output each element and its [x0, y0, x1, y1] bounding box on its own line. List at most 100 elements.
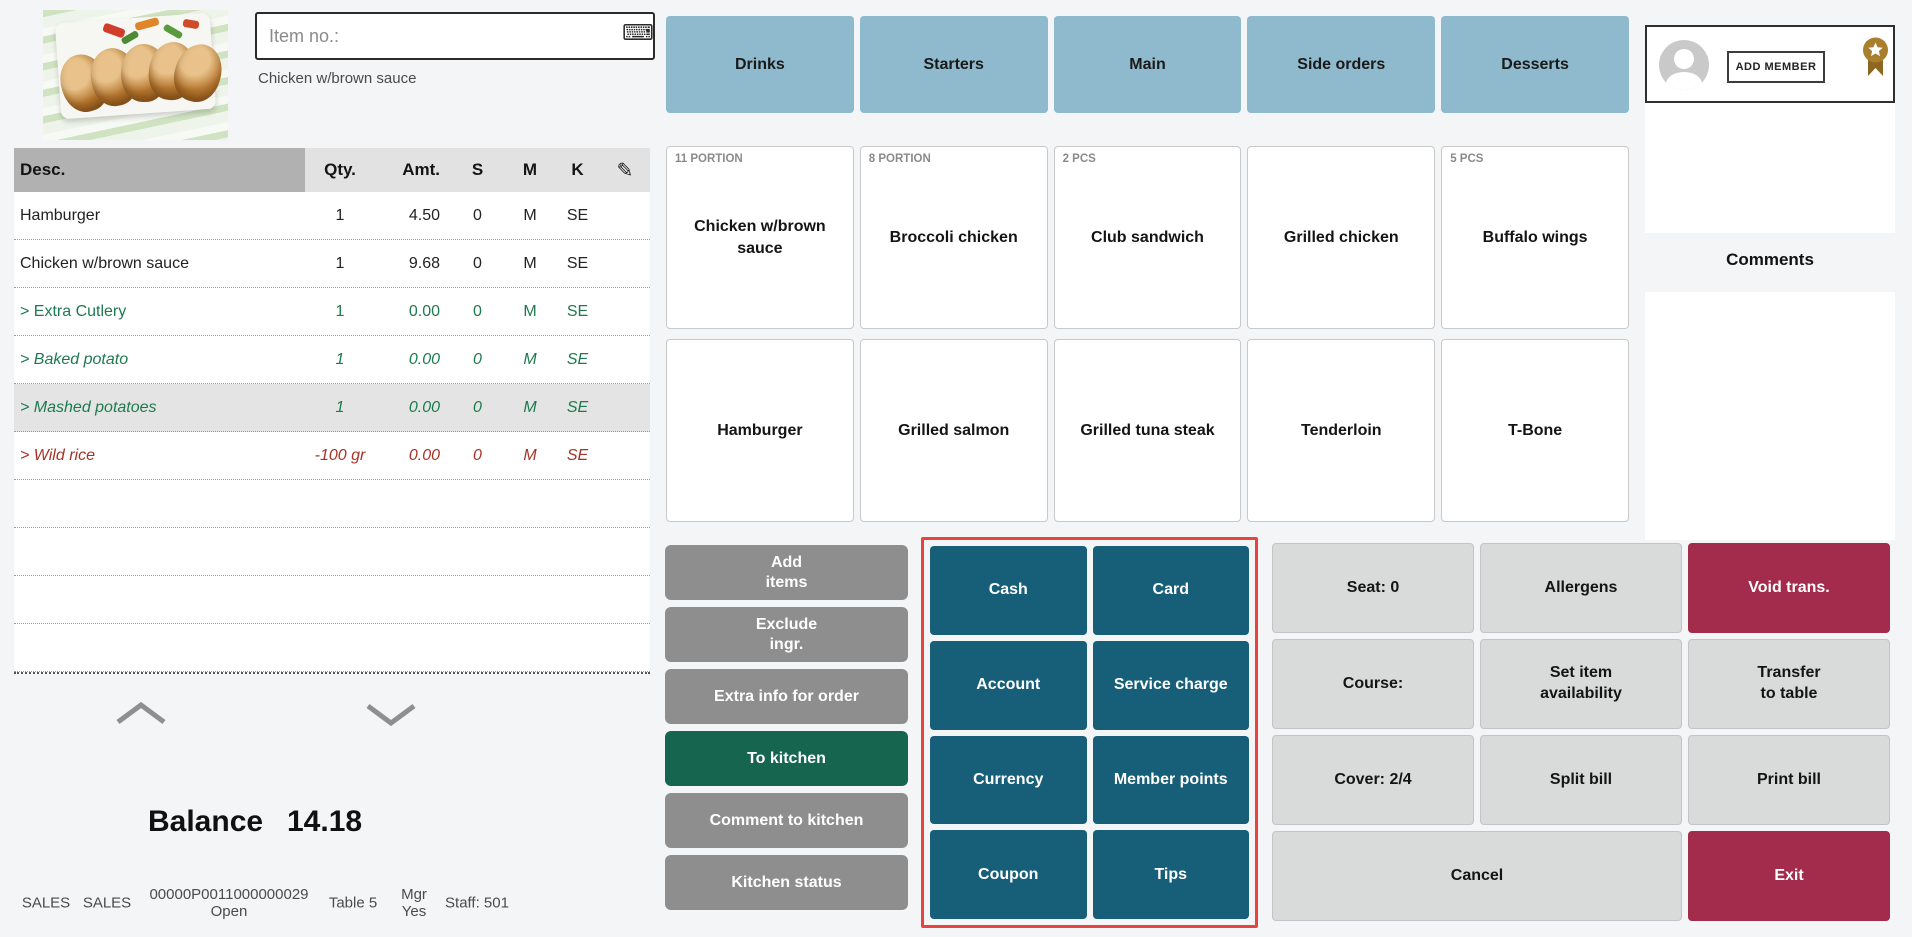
order-row[interactable]: > Wild rice -100 gr 0.00 0 M SE [14, 432, 650, 480]
split-bill-button[interactable]: Split bill [1480, 735, 1682, 825]
payment-button-card[interactable]: Card [1092, 546, 1249, 635]
void-trans-button[interactable]: Void trans. [1688, 543, 1890, 633]
payment-button-tips[interactable]: Tips [1092, 830, 1249, 919]
to-kitchen-button[interactable]: To kitchen [665, 731, 908, 786]
order-cell-desc: > Wild rice [20, 446, 95, 464]
category-tab-desserts[interactable]: Desserts [1441, 16, 1629, 113]
product-tile-t-bone[interactable]: T-Bone [1441, 339, 1629, 522]
exit-button[interactable]: Exit [1688, 831, 1890, 921]
add-items-button[interactable]: Add items [665, 545, 908, 600]
category-tab-main[interactable]: Main [1053, 16, 1242, 113]
cover-2-4-button[interactable]: Cover: 2/4 [1272, 735, 1474, 825]
allergens-button[interactable]: Allergens [1480, 543, 1682, 633]
col-qty: Qty. [324, 160, 356, 179]
add-member-button[interactable]: ADD MEMBER [1727, 51, 1825, 83]
order-cell-m: M [523, 398, 537, 416]
order-row[interactable]: Chicken w/brown sauce 1 9.68 0 M SE [14, 240, 650, 288]
seat-0-button[interactable]: Seat: 0 [1272, 543, 1474, 633]
order-cell-s: 0 [473, 350, 482, 368]
order-cell-m: M [523, 254, 537, 272]
order-cell-m: M [523, 206, 537, 224]
order-row[interactable]: Hamburger 1 4.50 0 M SE [14, 192, 650, 240]
category-tab-starters[interactable]: Starters [859, 16, 1048, 113]
col-amt: Amt. [402, 160, 440, 179]
order-cell-m: M [523, 446, 537, 464]
status-sales-2: SALES [82, 894, 132, 912]
product-tile-buffalo-wings[interactable]: 5 PCS Buffalo wings [1441, 146, 1629, 329]
order-cell-k: SE [566, 350, 589, 368]
payment-button-member-points[interactable]: Member points [1092, 735, 1249, 825]
comments-box[interactable] [1645, 292, 1895, 540]
order-cell-qty: 1 [335, 254, 345, 272]
status-receipt: 00000P0011000000029 Open [149, 886, 308, 920]
order-cell-s: 0 [473, 254, 482, 272]
product-tile-grilled-salmon[interactable]: Grilled salmon [859, 339, 1048, 522]
order-table-header: Desc. Qty. Amt. S M K ✎ [14, 148, 650, 192]
product-tile-grilled-tuna-steak[interactable]: Grilled tuna steak [1053, 339, 1242, 522]
status-table: Table 5 [328, 894, 378, 912]
order-cell-qty: 1 [335, 398, 345, 416]
order-cell-qty: 1 [335, 350, 345, 368]
col-k: K [571, 160, 584, 179]
kitchen-status-button[interactable]: Kitchen status [665, 855, 908, 910]
payment-buttons: Cash Card Account Service charge Currency Mem… [930, 546, 1249, 919]
order-cell-amt: 0.00 [408, 446, 440, 464]
order-cell-m: M [523, 302, 537, 320]
order-cell-s: 0 [473, 302, 482, 320]
cancel-button[interactable]: Cancel [1272, 831, 1682, 921]
course-button[interactable]: Course: [1272, 639, 1474, 729]
product-tile-grilled-chicken[interactable]: Grilled chicken [1247, 146, 1436, 329]
payment-button-account[interactable]: Account [930, 640, 1087, 730]
product-name: Tenderloin [1300, 421, 1382, 439]
order-row[interactable]: > Mashed potatoes 1 0.00 0 M SE [14, 384, 650, 432]
exclude-ingr-button[interactable]: Exclude ingr. [665, 607, 908, 662]
kitchen-actions: Add items Exclude ingr. Extra info for ord… [665, 545, 908, 910]
order-row[interactable]: > Baked potato 1 0.00 0 M SE [14, 336, 650, 384]
receipt-number: 00000P0011000000029 [149, 886, 309, 903]
scroll-down-button[interactable] [362, 700, 420, 733]
print-bill-button[interactable]: Print bill [1688, 735, 1890, 825]
set-item-availability-button[interactable]: Set item availability [1480, 639, 1682, 729]
keyboard-icon[interactable]: ⌨ [622, 20, 654, 45]
order-row-empty [14, 480, 650, 528]
transfer-to-table-button[interactable]: Transfer to table [1688, 639, 1890, 729]
balance-value: 14.18 [287, 805, 363, 838]
chevron-up-icon [116, 701, 166, 725]
payment-button-cash[interactable]: Cash [930, 546, 1087, 635]
order-cell-s: 0 [473, 398, 482, 416]
product-tile-club-sandwich[interactable]: 2 PCS Club sandwich [1053, 146, 1242, 329]
product-tile-chicken-w-brown-sauce[interactable]: 11 PORTION Chicken w/brown sauce [666, 146, 854, 329]
order-cell-desc: > Mashed potatoes [20, 398, 157, 416]
product-portion-tag: 5 PCS [1450, 153, 1484, 165]
order-cell-amt: 0.00 [408, 302, 440, 320]
extra-info-for-order-button[interactable]: Extra info for order [665, 669, 908, 724]
product-portion-tag: 8 PORTION [868, 153, 931, 165]
item-no-input[interactable] [255, 12, 655, 60]
function-buttons: Seat: 0 Allergens Void trans. Course: Set it… [1272, 543, 1890, 921]
order-cell-s: 0 [473, 446, 482, 464]
status-mgr: Mgr Yes [401, 886, 427, 920]
receipt-state: Open [210, 903, 248, 920]
product-tile-tenderloin[interactable]: Tenderloin [1247, 339, 1436, 522]
order-cell-qty: 1 [335, 302, 345, 320]
product-tile-hamburger[interactable]: Hamburger [666, 339, 854, 522]
order-row[interactable]: > Extra Cutlery 1 0.00 0 M SE [14, 288, 650, 336]
status-sales-1: SALES [21, 894, 71, 912]
order-cell-k: SE [566, 302, 589, 320]
order-cell-m: M [523, 350, 537, 368]
balance-label: Balance [148, 805, 264, 838]
payment-button-currency[interactable]: Currency [930, 735, 1087, 825]
payment-group-highlight: Cash Card Account Service charge Currency Mem… [921, 537, 1258, 928]
edit-pencil-icon[interactable]: ✎ [616, 159, 634, 182]
order-cell-desc: > Extra Cutlery [20, 302, 127, 320]
product-name: Broccoli chicken [889, 228, 1018, 246]
payment-button-coupon[interactable]: Coupon [930, 830, 1087, 919]
comment-to-kitchen-button[interactable]: Comment to kitchen [665, 793, 908, 848]
scroll-up-button[interactable] [112, 700, 170, 733]
order-cell-s: 0 [473, 206, 482, 224]
payment-button-service-charge[interactable]: Service charge [1092, 640, 1249, 730]
product-tile-broccoli-chicken[interactable]: 8 PORTION Broccoli chicken [859, 146, 1048, 329]
status-staff: Staff: 501 [445, 894, 509, 912]
category-tab-drinks[interactable]: Drinks [666, 16, 854, 113]
category-tab-side-orders[interactable]: Side orders [1247, 16, 1436, 113]
